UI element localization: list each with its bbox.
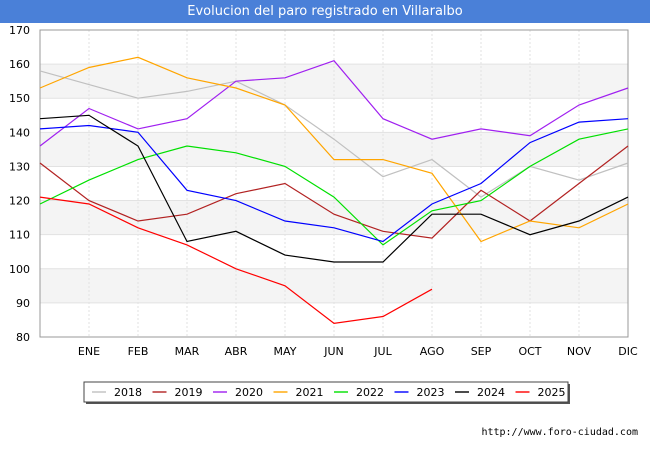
series-line-2021 (39, 56, 629, 243)
x-tick-label: ABR (225, 345, 248, 358)
x-tick-label: AGO (420, 345, 445, 358)
x-tick-label: DIC (618, 345, 638, 358)
y-tick-label: 90 (16, 297, 30, 310)
x-tick-label: OCT (518, 345, 541, 358)
y-axis-ticks: 80 90 100 110 120 130 140 150 160 170 (9, 24, 30, 344)
y-tick-label: 120 (9, 195, 30, 208)
legend-label-2021: 2021 (296, 386, 324, 399)
series-line-2024 (39, 114, 629, 263)
legend-label-2020: 2020 (235, 386, 263, 399)
legend-label-2023: 2023 (417, 386, 445, 399)
x-tick-label: ENE (78, 345, 100, 358)
x-tick-label: MAR (175, 345, 200, 358)
legend: 2018 2019 2020 2021 2022 2023 2024 2025 (83, 381, 570, 404)
plot-band (40, 64, 628, 99)
y-tick-label: 130 (9, 160, 30, 173)
legend-label-2025: 2025 (538, 386, 566, 399)
x-tick-label: JUL (373, 345, 392, 358)
x-tick-label: NOV (567, 345, 592, 358)
series-line-2022 (39, 128, 629, 246)
x-axis-ticks: ENE FEB MAR ABR MAY JUN JUL AGO SEP OCT NOV DIC (78, 345, 638, 358)
source-url[interactable]: http://www.foro-ciudad.com (481, 427, 638, 438)
plot-band (40, 200, 628, 235)
chart-title: Evolucion del paro registrado en Villara… (0, 0, 650, 23)
y-tick-label: 100 (9, 263, 30, 276)
legend-label-2018: 2018 (114, 386, 142, 399)
plot-band (40, 268, 628, 303)
legend-label-2024: 2024 (477, 386, 505, 399)
grid-lines (39, 29, 629, 338)
legend-label-2019: 2019 (175, 386, 203, 399)
series-line-2020 (39, 59, 629, 147)
y-tick-label: 80 (16, 331, 30, 344)
series-line-2023 (39, 118, 629, 243)
y-tick-label: 150 (9, 92, 30, 105)
x-tick-label: FEB (128, 345, 149, 358)
legend-label-2022: 2022 (356, 386, 384, 399)
y-tick-label: 160 (9, 58, 30, 71)
y-tick-label: 110 (9, 229, 30, 242)
plot-border (39, 29, 629, 338)
x-tick-label: MAY (274, 345, 297, 358)
series-lines (39, 56, 629, 325)
y-tick-label: 140 (9, 126, 30, 139)
x-tick-label: JUN (323, 345, 344, 358)
y-tick-label: 170 (9, 24, 30, 37)
series-line-2025 (39, 196, 433, 325)
legend-box (83, 381, 569, 403)
x-tick-label: SEP (471, 345, 492, 358)
